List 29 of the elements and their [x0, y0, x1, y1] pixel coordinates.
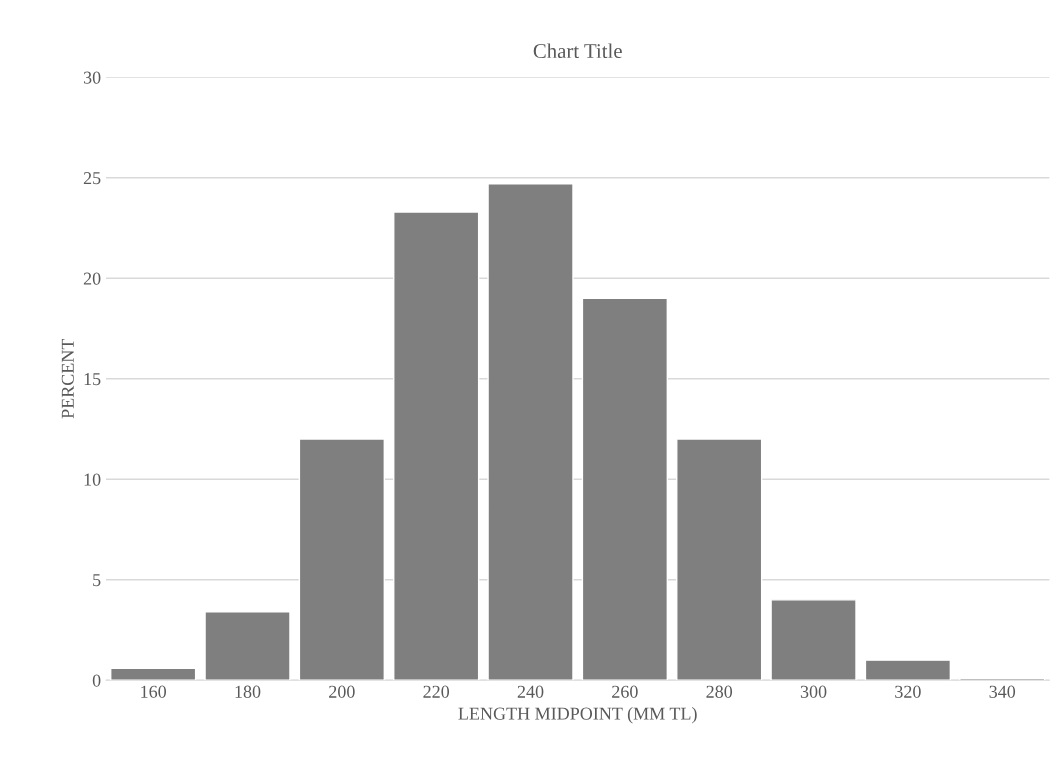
bar — [204, 611, 291, 681]
y-tick-label: 10 — [84, 473, 101, 486]
bar — [298, 438, 385, 681]
bar — [487, 183, 574, 681]
bar — [864, 659, 952, 681]
x-tick-label: 160 — [141, 685, 167, 698]
x-tick-label: 280 — [706, 685, 733, 698]
y-tick-label: 0 — [92, 674, 101, 687]
y-tick-label: 20 — [83, 272, 101, 285]
x-tick-label: 240 — [517, 685, 544, 698]
x-tick-label: 200 — [329, 685, 355, 698]
x-tick-label: 260 — [612, 685, 638, 698]
x-axis-title: LENGTH MIDPOINT (MM TL) — [458, 707, 697, 724]
y-tick-label: 30 — [83, 71, 101, 84]
bar — [676, 438, 763, 681]
y-tick-label: 15 — [84, 373, 101, 386]
bar — [770, 599, 857, 681]
x-tick-label: 220 — [423, 685, 450, 698]
bar — [110, 667, 197, 681]
x-tick-label: 180 — [235, 685, 261, 698]
y-tick-label: 5 — [93, 574, 101, 587]
y-tick-label: 25 — [83, 172, 101, 185]
chart-title: Chart Title — [533, 43, 622, 59]
x-tick-label: 340 — [989, 685, 1016, 698]
bar — [581, 297, 669, 681]
y-axis-title: PERCENT — [61, 338, 74, 419]
x-tick-label: 300 — [800, 685, 827, 698]
bar — [393, 211, 480, 681]
x-tick-label: 320 — [895, 685, 921, 698]
